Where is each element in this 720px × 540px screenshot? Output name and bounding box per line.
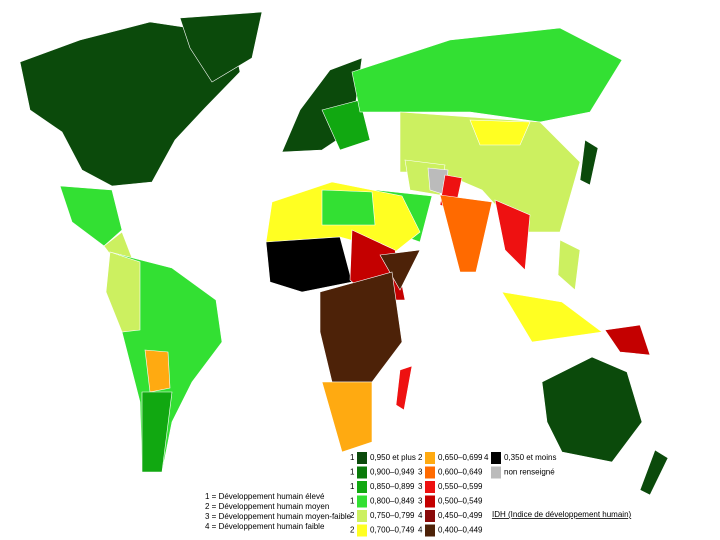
legend-title: IDH (Indice de développement humain) <box>492 510 632 519</box>
legend-label: 0,650–0,699 <box>438 453 483 462</box>
legend-label: 0,500–0,549 <box>438 497 483 506</box>
legend-swatch <box>357 495 367 508</box>
legend-swatch <box>357 524 367 537</box>
legend-swatch <box>491 466 501 479</box>
legend-label: 0,750–0,799 <box>370 511 415 520</box>
north-america <box>19 21 241 187</box>
legend-label: 0,450–0,499 <box>438 511 483 520</box>
legend-group: 4 <box>484 453 489 462</box>
india <box>439 194 493 273</box>
legend-label: 0,850–0,899 <box>370 482 415 491</box>
legend-group: 4 <box>418 511 423 520</box>
legend-swatch <box>425 452 435 464</box>
legend-group: 1 <box>350 468 355 477</box>
mexico <box>59 185 123 247</box>
madagascar <box>395 365 413 411</box>
australia <box>541 356 643 463</box>
legend-group: 3 <box>418 482 423 491</box>
north-africa-green <box>321 189 376 226</box>
mongolia <box>469 119 531 146</box>
philippines <box>557 239 581 291</box>
legend: 1 0,950 et plus 1 0,900–0,949 1 0,850–0,899 1 0… <box>350 452 556 537</box>
africa-south <box>321 381 373 453</box>
greenland <box>179 11 263 83</box>
legend-group: 4 <box>418 526 423 535</box>
new-zealand <box>639 449 669 496</box>
legend-swatch <box>491 452 501 464</box>
southern-cone <box>141 391 173 473</box>
bolivia <box>144 349 171 393</box>
indonesia <box>501 291 603 343</box>
andes <box>105 251 141 333</box>
legend-group: 3 <box>418 468 423 477</box>
legend-group: 2 <box>350 526 355 535</box>
legend-group: 1 <box>350 482 355 491</box>
legend-group: 2 <box>418 453 423 462</box>
southeast-asia <box>494 199 531 271</box>
legend-swatch <box>425 481 435 493</box>
legend-label: 0,900–0,949 <box>370 468 415 477</box>
legend-group: 2 <box>350 511 355 520</box>
russia <box>351 27 623 123</box>
world-map <box>19 11 669 496</box>
legend-swatch <box>425 524 435 537</box>
key-line: 1 = Développement humain élevé <box>205 492 325 501</box>
legend-swatch <box>357 466 367 479</box>
legend-label: 0,950 et plus <box>370 453 416 462</box>
legend-swatch <box>425 495 435 508</box>
legend-group: 1 <box>350 453 355 462</box>
africa-central <box>319 271 403 383</box>
japan <box>579 139 599 186</box>
legend-swatch <box>425 510 435 522</box>
key-line: 2 = Développement humain moyen <box>205 502 329 511</box>
legend-label: 0,550–0,599 <box>438 482 483 491</box>
legend-label: 0,700–0,749 <box>370 526 415 535</box>
legend-swatch <box>357 510 367 522</box>
legend-group: 3 <box>418 497 423 506</box>
eastern-europe <box>321 99 371 151</box>
key-line: 3 = Développement humain moyen-faible <box>205 512 352 521</box>
legend-swatch <box>357 481 367 493</box>
legend-swatch <box>425 466 435 479</box>
legend-label: 0,800–0,849 <box>370 497 415 506</box>
legend-group: 1 <box>350 497 355 506</box>
papua <box>604 324 651 356</box>
legend-label: 0,400–0,449 <box>438 526 483 535</box>
africa-west <box>265 236 353 293</box>
legend-label: non renseigné <box>504 468 555 477</box>
key-line: 4 = Développement humain faible <box>205 522 325 531</box>
legend-swatch <box>357 452 367 464</box>
legend-label: 0,600–0,649 <box>438 468 483 477</box>
legend-label: 0,350 et moins <box>504 453 556 462</box>
